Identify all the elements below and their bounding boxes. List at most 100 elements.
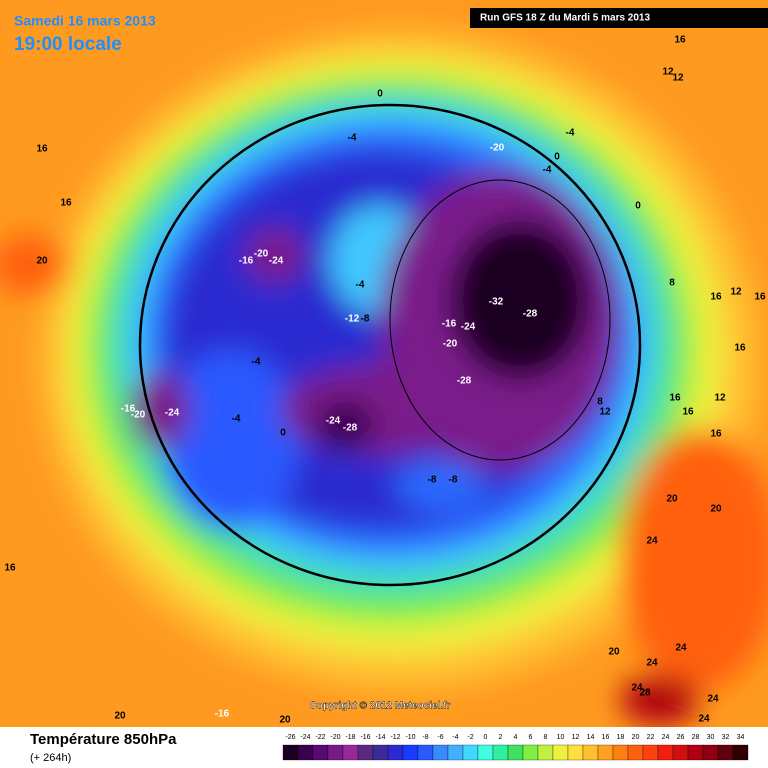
contour-label: 20 (36, 256, 48, 267)
colorbar-cell (552, 744, 569, 761)
colorbar-cell (732, 744, 749, 761)
contour-label: -16 (442, 319, 457, 330)
contour-label: -4 (356, 280, 365, 291)
contour-label: -20 (443, 339, 458, 350)
contour-label: -28 (457, 376, 472, 387)
run-info: Run GFS 18 Z du Mardi 5 mars 2013 (480, 13, 650, 24)
colorbar-label: 10 (557, 734, 565, 741)
contour-label: 20 (608, 647, 620, 658)
contour-label: 24 (631, 683, 643, 694)
colorbar-cell (312, 744, 329, 761)
contour-label: 12 (714, 393, 726, 404)
contour-label: 16 (60, 198, 72, 209)
colorbar-cell (657, 744, 674, 761)
contour-label: -4 (232, 414, 241, 425)
colorbar-label: 22 (647, 734, 655, 741)
time: 19:00 locale (14, 34, 122, 55)
colorbar-cell (357, 744, 374, 761)
colorbar-label: 30 (707, 734, 715, 741)
colorbar-label: -18 (345, 734, 355, 741)
colorbar-cell (402, 744, 419, 761)
colorbar-cell (417, 744, 434, 761)
colorbar-label: 2 (499, 734, 503, 741)
contour-label: -16 (239, 256, 254, 267)
run-box (470, 8, 768, 28)
colorbar-cell (477, 744, 494, 761)
contour-label: -4 (252, 357, 261, 368)
contour-label: 12 (662, 67, 674, 78)
contour-label: 12 (672, 73, 684, 84)
colorbar-cell (522, 744, 539, 761)
colorbar-label: -14 (375, 734, 385, 741)
contour-label: 12 (730, 287, 742, 298)
contour-label: 20 (114, 711, 126, 722)
colorbar-cell (642, 744, 659, 761)
contour-label: 24 (646, 658, 658, 669)
contour-label: -24 (269, 256, 284, 267)
colorbar-cell (627, 744, 644, 761)
contour-label: 8 (669, 278, 675, 289)
contour-label: -24 (165, 408, 180, 419)
contour-label: 24 (707, 694, 719, 705)
colorbar-label: -12 (390, 734, 400, 741)
colorbar-cell (327, 744, 344, 761)
date: Samedi 16 mars 2013 (14, 13, 156, 29)
contour-label: -20 (131, 410, 146, 421)
colorbar-label: -24 (300, 734, 310, 741)
contour-label: 16 (669, 393, 681, 404)
contour-label: 16 (674, 35, 686, 46)
colorbar-label: 0 (484, 734, 488, 741)
copyright: Copyright © 2012 Meteociel.fr (310, 701, 451, 712)
contour-label: -28 (343, 423, 358, 434)
contour-label: -4 (566, 128, 575, 139)
contour-label: 16 (734, 343, 746, 354)
colorbar-cell (507, 744, 524, 761)
colorbar-label: 4 (514, 734, 518, 741)
colorbar-label: -22 (315, 734, 325, 741)
contour-label: 0 (635, 201, 641, 212)
colorbar-label: 26 (677, 734, 685, 741)
colorbar-cell (537, 744, 554, 761)
contour-label: -16 (215, 709, 230, 720)
contour-label: 0 (377, 89, 383, 100)
contour-label: -16 (121, 404, 136, 415)
colorbar-label: -16 (360, 734, 370, 741)
colorbar-cell (492, 744, 509, 761)
contour-label: 8 (597, 397, 603, 408)
colorbar-cell (672, 744, 689, 761)
colorbar-label: 16 (602, 734, 610, 741)
colorbar-cell (282, 744, 299, 761)
colorbar-label: -4 (452, 734, 458, 741)
colorbar-label: -26 (285, 734, 295, 741)
contour-label: 20 (666, 494, 678, 505)
map-field (0, 0, 768, 727)
contour-label: 20 (710, 504, 722, 515)
colorbar-cell (582, 744, 599, 761)
contour-label: 0 (280, 428, 286, 439)
colorbar-label: 28 (692, 734, 700, 741)
contour-label: 16 (682, 407, 694, 418)
colorbar-cell (447, 744, 464, 761)
colorbar-label: -6 (437, 734, 443, 741)
contour-label: -24 (461, 322, 476, 333)
colorbar-label: 24 (662, 734, 670, 741)
contour-label: -24 (326, 416, 341, 427)
colorbar-label: 14 (587, 734, 595, 741)
contour-label: -4 (543, 165, 552, 176)
colorbar-cell (462, 744, 479, 761)
colorbar-cell (432, 744, 449, 761)
colorbar-cell (372, 744, 389, 761)
colorbar-label: 32 (722, 734, 730, 741)
contour-label: -20 (490, 143, 505, 154)
colorbar-cell (687, 744, 704, 761)
contour-label: -4 (348, 133, 357, 144)
colorbar-label: 34 (737, 734, 745, 741)
contour-label: -8 (449, 475, 458, 486)
contour-label: -8 (428, 475, 437, 486)
colorbar-cell (597, 744, 614, 761)
contour-label: 16 (710, 292, 722, 303)
contour-label: -32 (489, 297, 504, 308)
colorbar-cell (297, 744, 314, 761)
